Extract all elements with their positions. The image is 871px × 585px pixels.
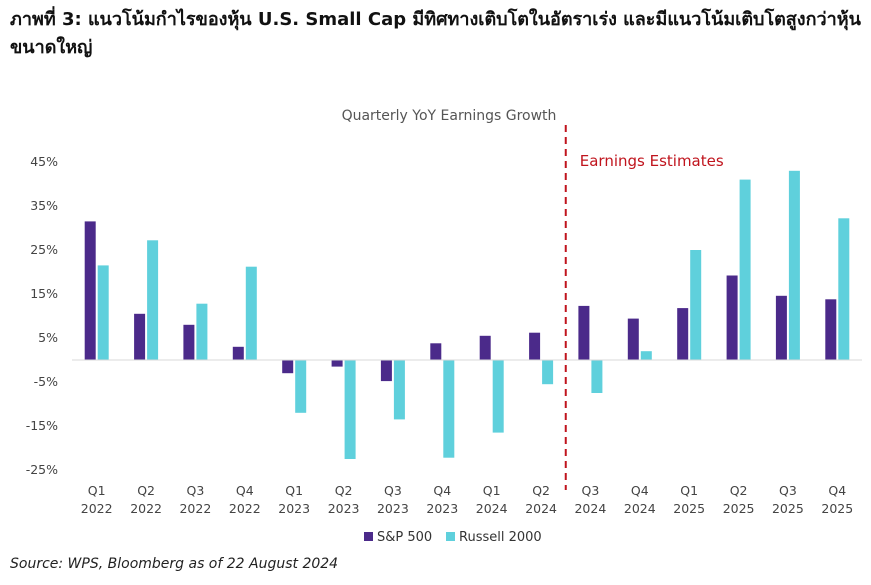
x-tick-quarter: Q2 — [730, 483, 748, 498]
sp500-bar — [84, 221, 96, 360]
x-tick-year: 2025 — [723, 501, 755, 516]
sp500-bar — [282, 360, 294, 374]
sp500-bar — [232, 346, 244, 360]
x-tick-year: 2024 — [476, 501, 508, 516]
sp500-bar — [825, 299, 837, 360]
russell2000-bar — [640, 351, 652, 360]
bars — [84, 170, 850, 459]
x-tick-year: 2023 — [426, 501, 458, 516]
legend-swatch-russell2000 — [446, 532, 455, 541]
y-tick-label: 15% — [30, 286, 58, 301]
x-tick-quarter: Q3 — [779, 483, 797, 498]
sp500-bar — [677, 308, 689, 360]
x-tick-year: 2024 — [574, 501, 606, 516]
x-tick-year: 2024 — [624, 501, 656, 516]
y-tick-label: 45% — [30, 154, 58, 169]
source-note: Source: WPS, Bloomberg as of 22 August 2… — [10, 556, 339, 572]
sp500-bar — [627, 318, 639, 360]
russell2000-bar — [147, 240, 159, 360]
x-tick-quarter: Q2 — [532, 483, 550, 498]
y-tick-label: -5% — [34, 374, 58, 389]
russell2000-bar — [788, 170, 800, 360]
x-tick-year: 2025 — [673, 501, 705, 516]
x-tick-quarter: Q4 — [236, 483, 254, 498]
x-tick-year: 2022 — [229, 501, 261, 516]
figure-heading: ภาพที่ 3: แนวโน้มกำไรของหุ้น U.S. Small … — [10, 9, 861, 58]
earnings-growth-chart: Quarterly YoY Earnings Growth 45% 35% 25% 1… — [26, 108, 862, 545]
x-tick-year: 2022 — [130, 501, 162, 516]
x-tick-quarter: Q1 — [483, 483, 501, 498]
x-axis: Q1 2022 Q2 2022 Q3 2022 Q4 2022 Q1 2023 Q2 2023 Q3 20… — [81, 483, 853, 516]
sp500-bar — [479, 335, 491, 360]
russell2000-bar — [739, 179, 751, 360]
x-tick-year: 2023 — [328, 501, 360, 516]
x-tick-quarter: Q2 — [335, 483, 353, 498]
russell2000-bar — [542, 360, 554, 385]
sp500-bar — [331, 360, 343, 367]
x-tick-quarter: Q2 — [137, 483, 155, 498]
x-tick-quarter: Q3 — [582, 483, 600, 498]
x-tick-quarter: Q4 — [433, 483, 451, 498]
x-tick-quarter: Q4 — [828, 483, 846, 498]
x-tick-quarter: Q1 — [680, 483, 698, 498]
y-tick-label: -15% — [26, 418, 58, 433]
x-tick-year: 2023 — [278, 501, 310, 516]
legend: S&P 500 Russell 2000 — [364, 530, 542, 545]
sp500-bar — [134, 313, 146, 360]
chart-title: Quarterly YoY Earnings Growth — [342, 108, 557, 124]
sp500-bar — [183, 324, 195, 360]
x-tick-year: 2025 — [772, 501, 804, 516]
sp500-bar — [529, 332, 541, 360]
x-tick-year: 2022 — [81, 501, 113, 516]
russell2000-bar — [393, 360, 405, 420]
y-tick-label: -25% — [26, 462, 58, 477]
russell2000-bar — [295, 360, 307, 413]
legend-label: Russell 2000 — [459, 530, 542, 545]
russell2000-bar — [97, 265, 109, 360]
x-tick-year: 2024 — [525, 501, 557, 516]
x-tick-quarter: Q1 — [285, 483, 303, 498]
y-tick-label: 5% — [38, 330, 58, 345]
sp500-bar — [726, 275, 738, 360]
sp500-bar — [775, 295, 787, 360]
y-tick-label: 25% — [30, 242, 58, 257]
russell2000-bar — [344, 360, 356, 459]
x-tick-quarter: Q3 — [187, 483, 205, 498]
legend-swatch-sp500 — [364, 532, 373, 541]
russell2000-bar — [443, 360, 455, 458]
earnings-estimates-label: Earnings Estimates — [580, 152, 724, 170]
y-axis: 45% 35% 25% 15% 5% -5% -15% -25% — [26, 154, 58, 477]
y-tick-label: 35% — [30, 198, 58, 213]
russell2000-bar — [591, 360, 603, 393]
sp500-bar — [578, 305, 590, 360]
x-tick-quarter: Q3 — [384, 483, 402, 498]
russell2000-bar — [245, 266, 257, 360]
russell2000-bar — [838, 218, 850, 360]
sp500-bar — [380, 360, 392, 382]
russell2000-bar — [690, 250, 702, 360]
sp500-bar — [430, 343, 442, 360]
x-tick-quarter: Q4 — [631, 483, 649, 498]
legend-label: S&P 500 — [377, 530, 432, 545]
x-tick-year: 2025 — [821, 501, 853, 516]
x-tick-year: 2023 — [377, 501, 409, 516]
russell2000-bar — [492, 360, 504, 433]
x-tick-quarter: Q1 — [88, 483, 106, 498]
russell2000-bar — [196, 303, 208, 360]
x-tick-year: 2022 — [179, 501, 211, 516]
